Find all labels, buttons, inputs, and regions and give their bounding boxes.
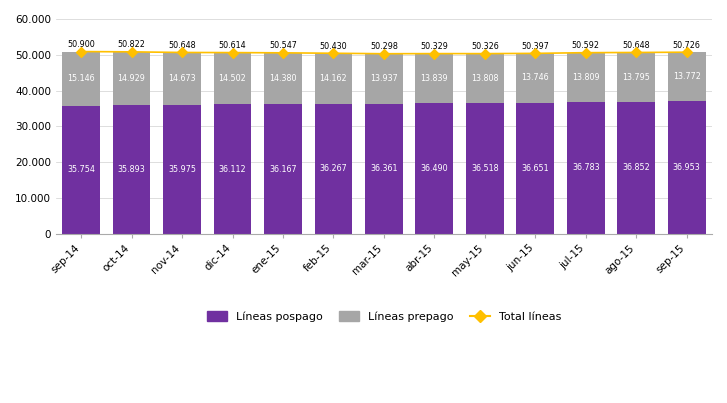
Text: 36.953: 36.953 bbox=[673, 163, 701, 172]
Text: 35.893: 35.893 bbox=[118, 165, 145, 174]
Point bbox=[277, 50, 289, 56]
Text: 13.839: 13.839 bbox=[421, 74, 449, 83]
Point bbox=[76, 48, 87, 55]
Text: 36.112: 36.112 bbox=[219, 164, 246, 174]
Total líneas bbox=[430, 51, 439, 56]
Text: 36.852: 36.852 bbox=[622, 163, 650, 172]
Total líneas bbox=[177, 50, 186, 55]
Total líneas bbox=[77, 49, 86, 54]
Bar bbox=[163, 52, 201, 105]
Text: 36.361: 36.361 bbox=[370, 164, 398, 173]
Point bbox=[328, 50, 340, 56]
Total líneas bbox=[582, 50, 590, 55]
Bar bbox=[415, 54, 454, 103]
Text: 50.648: 50.648 bbox=[622, 41, 650, 50]
Text: 36.518: 36.518 bbox=[471, 164, 499, 173]
Text: 50.326: 50.326 bbox=[471, 42, 499, 51]
Point bbox=[529, 50, 541, 56]
Text: 14.673: 14.673 bbox=[168, 74, 196, 83]
Bar bbox=[214, 104, 252, 234]
Text: 14.929: 14.929 bbox=[118, 74, 145, 83]
Text: 50.397: 50.397 bbox=[521, 42, 550, 51]
Text: 15.146: 15.146 bbox=[68, 74, 95, 83]
Text: 50.822: 50.822 bbox=[118, 40, 145, 49]
Line: Total líneas: Total líneas bbox=[81, 52, 687, 54]
Point bbox=[176, 49, 188, 56]
Bar bbox=[63, 52, 100, 106]
Text: 50.592: 50.592 bbox=[572, 41, 600, 50]
Bar bbox=[113, 105, 150, 234]
Point bbox=[580, 50, 592, 56]
Bar bbox=[466, 103, 504, 234]
Total líneas bbox=[329, 51, 338, 56]
Total líneas bbox=[278, 50, 287, 55]
Text: 36.167: 36.167 bbox=[269, 164, 297, 174]
Bar bbox=[466, 54, 504, 103]
Point bbox=[227, 50, 238, 56]
Text: 50.726: 50.726 bbox=[672, 41, 701, 50]
Text: 13.808: 13.808 bbox=[471, 74, 499, 83]
Bar bbox=[163, 105, 201, 234]
Bar bbox=[516, 103, 554, 234]
Text: 50.547: 50.547 bbox=[269, 42, 297, 50]
Point bbox=[378, 50, 390, 57]
Text: 50.648: 50.648 bbox=[168, 41, 196, 50]
Text: 50.900: 50.900 bbox=[67, 40, 95, 49]
Legend: Líneas pospago, Líneas prepago, Total líneas: Líneas pospago, Líneas prepago, Total lí… bbox=[204, 308, 565, 325]
Total líneas bbox=[632, 50, 640, 55]
Bar bbox=[415, 103, 454, 234]
Text: 14.162: 14.162 bbox=[320, 74, 348, 83]
Bar bbox=[315, 104, 353, 234]
Bar bbox=[516, 53, 554, 103]
Bar bbox=[264, 104, 302, 234]
Point bbox=[630, 49, 642, 56]
Text: 36.651: 36.651 bbox=[521, 164, 549, 172]
Point bbox=[681, 49, 693, 56]
Total líneas bbox=[379, 51, 388, 56]
Point bbox=[126, 49, 137, 55]
Bar bbox=[264, 53, 302, 104]
Text: 35.975: 35.975 bbox=[168, 165, 196, 174]
Text: 50.329: 50.329 bbox=[420, 42, 449, 51]
Text: 13.772: 13.772 bbox=[672, 73, 701, 81]
Text: 13.809: 13.809 bbox=[572, 73, 600, 82]
Total líneas bbox=[683, 50, 691, 55]
Bar bbox=[567, 102, 605, 234]
Text: 36.783: 36.783 bbox=[572, 163, 600, 172]
Point bbox=[429, 50, 441, 57]
Total líneas bbox=[228, 50, 237, 55]
Total líneas bbox=[127, 50, 136, 54]
Text: 35.754: 35.754 bbox=[67, 165, 95, 174]
Text: 13.746: 13.746 bbox=[521, 73, 549, 83]
Bar bbox=[617, 52, 655, 102]
Bar bbox=[315, 53, 353, 104]
Bar bbox=[63, 106, 100, 234]
Bar bbox=[668, 102, 706, 234]
Text: 36.490: 36.490 bbox=[421, 164, 449, 173]
Text: 50.430: 50.430 bbox=[320, 42, 348, 51]
Text: 50.298: 50.298 bbox=[370, 42, 398, 51]
Bar bbox=[567, 53, 605, 102]
Text: 14.502: 14.502 bbox=[219, 74, 246, 83]
Bar bbox=[214, 53, 252, 104]
Total líneas bbox=[531, 51, 539, 56]
Bar bbox=[617, 102, 655, 234]
Bar bbox=[365, 54, 403, 104]
Bar bbox=[668, 52, 706, 102]
Text: 13.795: 13.795 bbox=[622, 73, 650, 82]
Bar bbox=[113, 52, 150, 105]
Bar bbox=[365, 104, 403, 234]
Total líneas bbox=[481, 51, 489, 56]
Text: 50.614: 50.614 bbox=[219, 41, 246, 50]
Text: 14.380: 14.380 bbox=[269, 74, 297, 83]
Text: 36.267: 36.267 bbox=[320, 164, 348, 173]
Point bbox=[479, 50, 491, 57]
Text: 13.937: 13.937 bbox=[370, 74, 398, 83]
